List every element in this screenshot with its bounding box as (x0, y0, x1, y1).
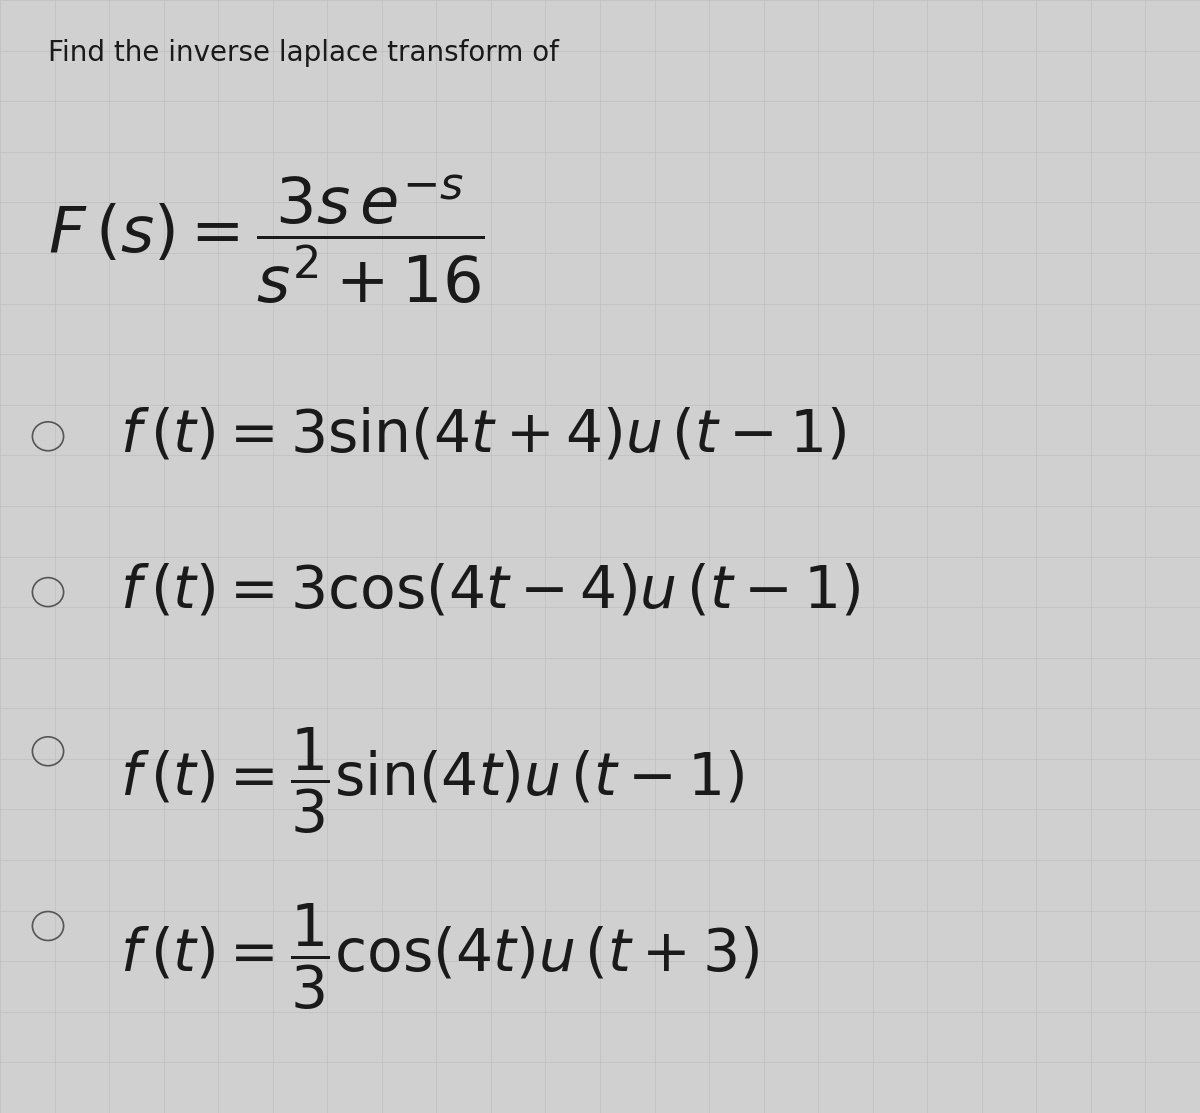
Text: $\mathit{f}\,(\mathit{t}) = 3\cos(4\mathit{t} - 4)\mathit{u}\,(\mathit{t} - 1)$: $\mathit{f}\,(\mathit{t}) = 3\cos(4\math… (120, 562, 860, 619)
Text: Find the inverse laplace transform of: Find the inverse laplace transform of (48, 39, 559, 67)
Text: $\mathit{f}\,(\mathit{t}) = \dfrac{1}{3}\sin(4\mathit{t})\mathit{u}\,(\mathit{t}: $\mathit{f}\,(\mathit{t}) = \dfrac{1}{3}… (120, 726, 744, 836)
Text: $\mathit{f}\,(\mathit{t}) = \dfrac{1}{3}\cos(4\mathit{t})\mathit{u}\,(\mathit{t}: $\mathit{f}\,(\mathit{t}) = \dfrac{1}{3}… (120, 902, 760, 1012)
Text: $\mathit{f}\,(\mathit{t}) = 3\sin(4\mathit{t} + 4)\mathit{u}\,(\mathit{t} - 1)$: $\mathit{f}\,(\mathit{t}) = 3\sin(4\math… (120, 406, 846, 463)
Text: $\mathit{F}\,(\mathit{s}) = \dfrac{3\mathit{s}\,e^{-\mathit{s}}}{\mathit{s}^2+16: $\mathit{F}\,(\mathit{s}) = \dfrac{3\mat… (48, 173, 485, 306)
